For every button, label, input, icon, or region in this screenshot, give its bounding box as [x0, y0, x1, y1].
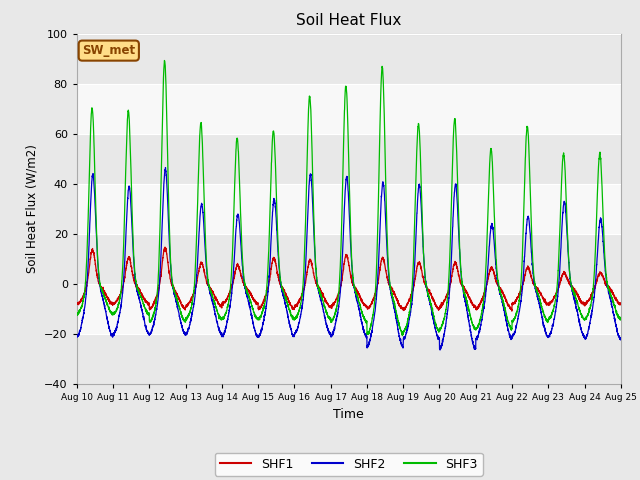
- SHF1: [508, 308, 516, 314]
- SHF2: [617, 336, 625, 342]
- Bar: [77, 284, 621, 334]
- SHF3: [161, 58, 168, 63]
- SHF2: [162, 165, 170, 170]
- SHF2: [171, 294, 179, 300]
- SHF2: [441, 328, 449, 334]
- Line: SHF3: SHF3: [77, 60, 621, 336]
- SHF2: [329, 329, 337, 335]
- Line: SHF2: SHF2: [77, 168, 621, 350]
- Bar: [77, 34, 621, 84]
- SHF3: [399, 333, 406, 338]
- SHF1: [616, 300, 624, 306]
- Legend: SHF1, SHF2, SHF3: SHF1, SHF2, SHF3: [214, 453, 483, 476]
- SHF3: [502, 309, 509, 315]
- X-axis label: Time: Time: [333, 408, 364, 420]
- SHF1: [471, 303, 479, 309]
- SHF2: [436, 347, 444, 353]
- SHF1: [441, 298, 449, 304]
- Bar: [77, 184, 621, 234]
- Bar: [77, 234, 621, 284]
- Bar: [77, 134, 621, 184]
- Title: Soil Heat Flux: Soil Heat Flux: [296, 13, 401, 28]
- SHF1: [171, 287, 179, 293]
- Text: SW_met: SW_met: [82, 44, 136, 57]
- SHF1: [73, 300, 81, 306]
- SHF3: [171, 289, 179, 295]
- SHF1: [617, 301, 625, 307]
- SHF2: [502, 316, 509, 322]
- SHF3: [471, 325, 479, 331]
- SHF1: [161, 244, 169, 250]
- Bar: [77, 84, 621, 134]
- SHF3: [73, 310, 81, 315]
- SHF1: [502, 296, 509, 302]
- Bar: [77, 334, 621, 384]
- SHF2: [73, 334, 81, 339]
- SHF3: [616, 317, 624, 323]
- Line: SHF1: SHF1: [77, 247, 621, 311]
- SHF2: [616, 337, 624, 343]
- SHF3: [329, 316, 337, 322]
- SHF3: [441, 314, 449, 320]
- Y-axis label: Soil Heat Flux (W/m2): Soil Heat Flux (W/m2): [26, 144, 38, 273]
- SHF3: [617, 317, 625, 323]
- SHF1: [329, 302, 337, 308]
- SHF2: [471, 346, 479, 351]
